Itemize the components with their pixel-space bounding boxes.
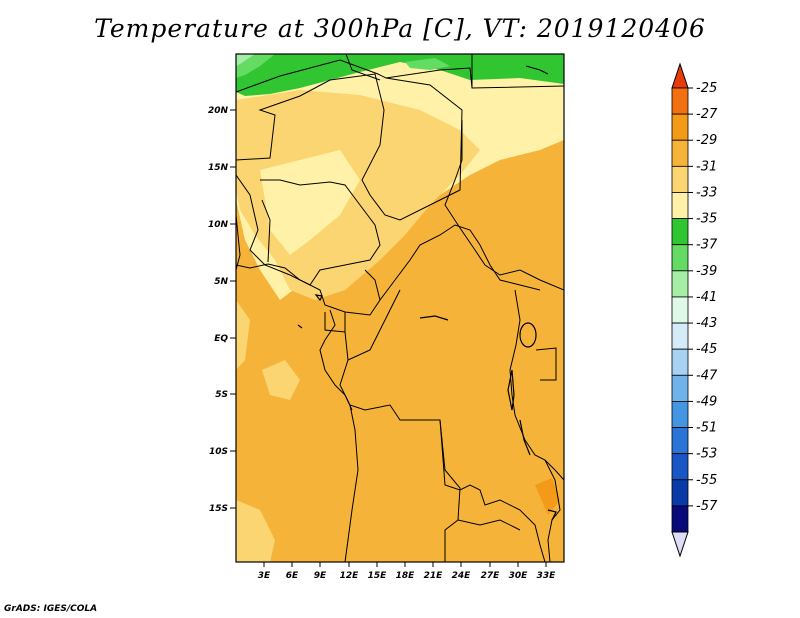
lat-tick-label: 5N (214, 277, 228, 287)
colorbar-swatch (671, 165, 689, 193)
lat-tick-label: 5S (215, 390, 228, 400)
lon-tick-label: 12E (340, 571, 360, 581)
colorbar-swatch (671, 374, 689, 402)
latitude-axis: 20N 15N 10N 5N EQ 5S 10S 15S (208, 106, 236, 514)
colorbar-swatch (671, 192, 689, 219)
colorbar-label: -51 (696, 421, 717, 436)
colorbar-swatch (671, 348, 689, 376)
lon-tick-label: 15E (368, 571, 388, 581)
colorbar-swatch (671, 479, 689, 507)
lon-tick-label: 9E (314, 571, 327, 581)
colorbar-label: -53 (696, 447, 717, 462)
colorbar-swatch (671, 453, 689, 481)
colorbar-label: -25 (696, 81, 717, 96)
lat-tick-label: 15S (209, 504, 228, 514)
lakes (297, 294, 557, 521)
lon-tick-label: 3E (258, 571, 271, 581)
lat-tick-label: 10S (209, 447, 228, 457)
lat-tick-label: 15N (208, 163, 229, 173)
lon-tick-label: 33E (537, 571, 557, 581)
grads-credit: GrADS: IGES/COLA (4, 604, 98, 614)
lon-tick-label: 30E (509, 571, 529, 581)
lon-tick-label: 24E (452, 571, 472, 581)
colorbar-swatch (671, 401, 689, 428)
colorbar-swatch (671, 218, 689, 246)
lon-tick-label: 21E (424, 571, 444, 581)
colorbar-cap-top (671, 62, 689, 89)
lon-tick-label: 18E (396, 571, 416, 581)
colorbar-label: -33 (696, 185, 717, 200)
colorbar-label: -41 (696, 290, 717, 305)
colorbar-label: -31 (696, 159, 717, 174)
colorbar-label: -49 (696, 394, 717, 409)
colorbar-swatch (671, 244, 689, 272)
colorbar-label: -35 (696, 212, 717, 227)
lat-tick-label: 10N (208, 220, 229, 230)
colorbar-label: -29 (696, 133, 717, 148)
colorbar-swatch (671, 322, 689, 350)
colorbar-label: -27 (696, 107, 718, 122)
colorbar-label: -57 (696, 499, 718, 514)
colorbar-label: -39 (696, 264, 717, 279)
colorbar-label: -45 (696, 342, 717, 357)
lat-tick-label: EQ (214, 334, 228, 344)
lon-tick-label: 6E (286, 571, 299, 581)
colorbar-label: -55 (696, 473, 717, 488)
country-borders (236, 54, 564, 562)
colorbar-swatch (671, 270, 689, 298)
colorbar-label: -37 (696, 238, 718, 253)
longitude-axis: 3E 6E 9E 12E 15E 18E 21E 24E 27E 30E 33E (258, 562, 556, 581)
colorbar-swatch (671, 139, 689, 167)
temperature-field (236, 54, 564, 562)
colorbar-label: -47 (696, 368, 718, 383)
map-frame (235, 53, 565, 563)
colorbar-cap-bottom (671, 531, 689, 558)
colorbar-swatch (671, 87, 689, 115)
colorbar-label: -43 (696, 316, 717, 331)
map-title: Temperature at 300hPa [C], VT: 201912040… (94, 14, 706, 43)
lon-tick-label: 27E (481, 571, 501, 581)
colorbar-swatch (671, 113, 689, 141)
colorbar-swatch (671, 427, 689, 455)
colorbar: -25 -27 -29 -31 -33 -35 -37 -39 -41 -43 -45 -47 -49 -… (671, 62, 718, 558)
colorbar-swatch (671, 505, 689, 533)
lat-tick-label: 20N (208, 106, 229, 116)
colorbar-swatch (671, 296, 689, 324)
